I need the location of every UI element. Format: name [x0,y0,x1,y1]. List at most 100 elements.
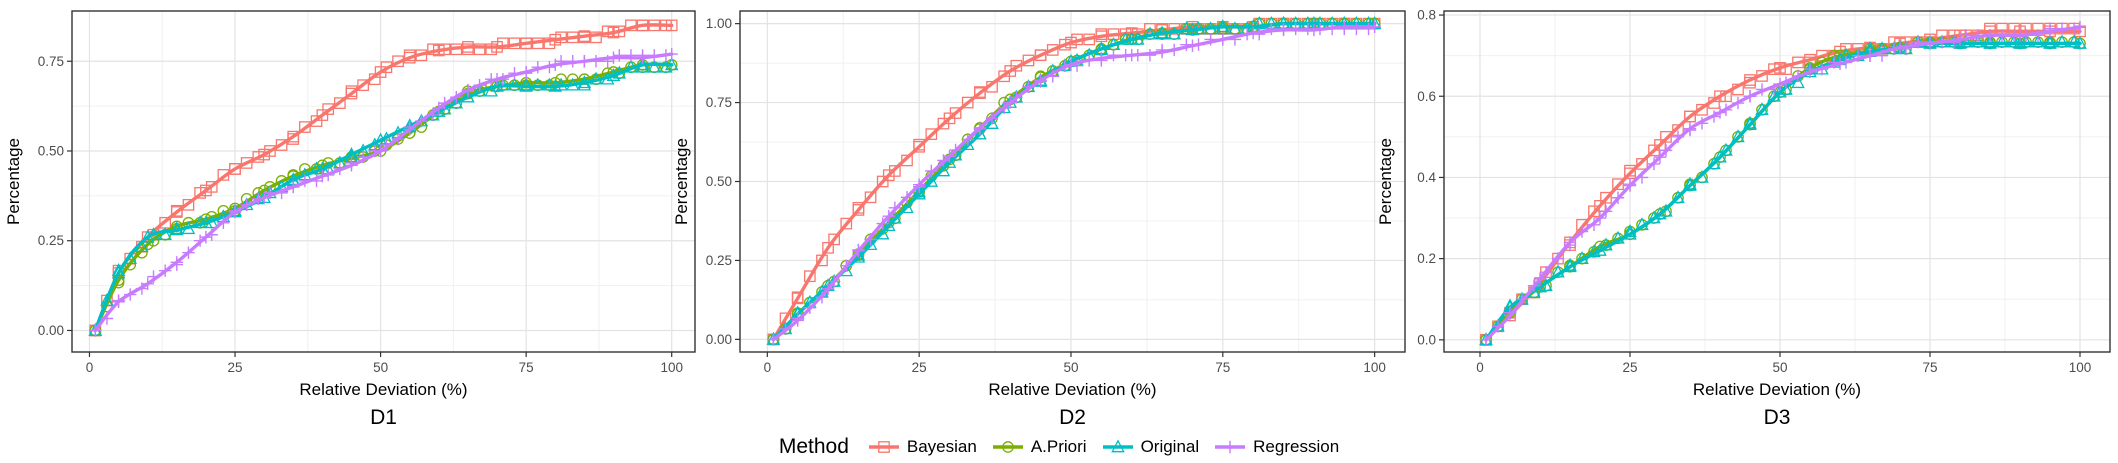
series-a-priori [89,58,678,337]
point-bayesian [876,175,889,188]
point-bayesian [275,139,288,151]
legend-item-bayesian: Bayesian [867,437,977,457]
y-tick-label: 0.6 [1417,89,1436,104]
point-bayesian [1022,54,1035,67]
legend: Method Bayesian A.Priori Original Regres… [0,432,2118,462]
legend-label-apriori: A.Priori [1030,437,1087,456]
x-tick-label: 0 [764,360,772,375]
data-point-bayesian [852,204,865,216]
series-line-regression [93,52,674,333]
series-line-regression [1484,25,2082,342]
markers-bayesian [89,19,678,337]
data-point-bayesian [882,169,895,182]
x-tick-label: 50 [1063,360,1078,375]
markers-original [88,57,679,336]
point-bayesian [182,198,195,211]
x-tick-label: 75 [1922,360,1937,375]
x-tick-label: 25 [228,360,243,375]
point-regression [624,49,638,62]
chart-title: D1 [370,406,397,429]
data-point-bayesian [1034,49,1047,62]
legend-item-apriori: A.Priori [991,437,1087,457]
chart-panel-d1: 0 25 50 75 100 0.00 0.25 0.50 0.75 Relative Devia… [4,10,696,429]
point-original [2067,34,2081,48]
point-regression [1350,22,1363,36]
legend-item-regression: Regression [1213,437,1339,457]
data-point-original [111,265,126,279]
point-original [647,59,662,73]
point-bayesian [333,97,346,109]
data-point-bayesian [1684,110,1696,123]
point-bayesian [828,233,840,246]
point-bayesian [357,79,369,92]
legend-key-marker [1110,439,1125,453]
y-tick-label: 0.00 [706,332,732,347]
axes: 0 25 50 75 100 0.0 0.2 0.4 0.6 0.8 [1417,8,2091,375]
x-axis-label: Relative Deviation (%) [1693,380,1861,399]
y-tick-label: 0.4 [1417,170,1436,185]
point-bayesian [961,96,974,109]
point-bayesian [1636,158,1648,170]
point-bayesian [803,270,816,283]
point-original [1995,34,2009,48]
y-tick-label: 0.0 [1417,332,1436,347]
chart-title: D3 [1764,406,1791,429]
point-bayesian [1600,191,1612,204]
legend-key-marker [1223,440,1237,454]
x-tick-label: 75 [1215,360,1230,375]
legend-key-marker [878,441,890,453]
legend-label-original: Original [1140,437,1200,456]
series-line-a-priori [93,62,674,333]
x-tick-label: 100 [660,360,683,375]
y-tick-label: 0.25 [38,233,64,248]
chart-panel-d2: 0 25 50 75 100 0.00 0.25 0.50 0.75 1.00 Relative D… [672,10,1406,429]
legend-key-apriori [991,437,1025,457]
panel-border [1443,10,2111,353]
point-original [2019,34,2033,48]
data-point-bayesian [258,148,270,161]
markers-regression [767,20,1381,346]
y-axis-label: Percentage [672,138,691,225]
point-bayesian [925,128,938,140]
point-a-priori [136,246,148,259]
point-regression [1362,22,1375,36]
y-axis-label: Percentage [1376,138,1395,225]
series-regression [767,20,1381,346]
chart-panel-d3: 0 25 50 75 100 0.0 0.2 0.4 0.6 0.8 Relative Deviat… [1376,8,2111,429]
x-tick-label: 25 [1622,360,1637,375]
data-point-bayesian [1004,65,1017,77]
y-tick-label: 0.25 [706,253,732,268]
markers-a-priori [89,58,678,337]
point-bayesian [1612,178,1624,191]
point-bayesian [299,121,311,133]
data-point-bayesian [200,184,212,197]
point-regression [613,49,626,62]
axes: 0 25 50 75 100 0.00 0.25 0.50 0.75 [38,54,683,375]
data-point-bayesian [170,206,183,218]
data-point-bayesian [1714,90,1726,103]
point-original [542,77,557,91]
y-tick-label: 0.75 [706,95,732,110]
x-tick-label: 100 [2069,360,2092,375]
point-bayesian [590,31,602,44]
x-axis-label: Relative Deviation (%) [299,380,467,399]
panel-border [71,10,696,353]
y-tick-label: 0.8 [1417,8,1436,23]
grid [1444,11,2110,352]
y-tick-label: 0.2 [1417,251,1436,266]
series-bayesian [89,19,678,337]
series-line-regression [771,24,1377,342]
point-bayesian [240,157,253,169]
markers-regression [89,47,678,337]
data-point-bayesian [229,163,241,175]
y-tick-label: 0.00 [38,323,64,338]
data-point-bayesian [822,241,834,254]
point-original [659,59,673,73]
y-axis-label: Percentage [4,138,23,225]
point-original [1971,34,1985,48]
point-original [2055,34,2069,48]
data-point-bayesian [791,292,804,305]
point-original [158,227,172,241]
y-tick-label: 0.50 [38,143,64,158]
